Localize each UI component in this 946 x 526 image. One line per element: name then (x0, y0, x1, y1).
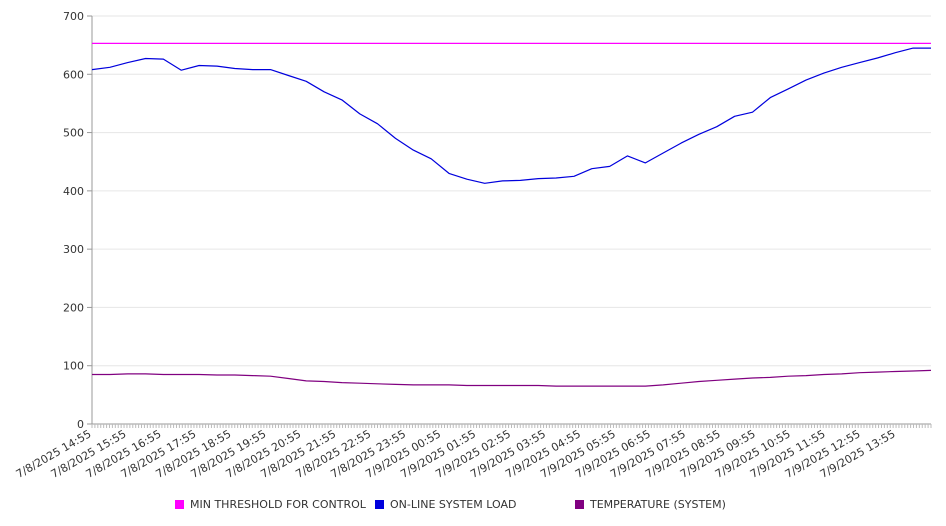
legend-item-system-load: ON-LINE SYSTEM LOAD (375, 498, 516, 511)
legend-swatch-min-threshold (175, 500, 184, 509)
series-lines (91, 42, 932, 387)
y-tick-label: 100 (63, 360, 84, 373)
y-tick-label: 200 (63, 301, 84, 314)
y-tick-label: 400 (63, 185, 84, 198)
legend-label-system-load: ON-LINE SYSTEM LOAD (390, 498, 517, 511)
y-tick-label: 600 (63, 68, 84, 81)
legend-label-min-threshold: MIN THRESHOLD FOR CONTROL (190, 498, 366, 511)
y-tick-label: 500 (63, 127, 84, 140)
grid-lines (92, 15, 931, 425)
legend-swatch-temperature (575, 500, 584, 509)
legend-label-temperature: TEMPERATURE (SYSTEM) (590, 498, 726, 511)
series-line-on-line-system-load (91, 47, 931, 184)
legend-item-temperature: TEMPERATURE (SYSTEM) (575, 498, 726, 511)
y-tick-label: 0 (77, 418, 84, 431)
legend-swatch-system-load (375, 500, 384, 509)
legend-item-min-threshold: MIN THRESHOLD FOR CONTROL (175, 498, 366, 511)
y-tick-label: 700 (63, 10, 84, 23)
series-line-temperature-system (92, 369, 932, 387)
chart-legend: MIN THRESHOLD FOR CONTROL ON-LINE SYSTEM… (0, 498, 946, 514)
y-tick-label: 300 (63, 243, 84, 256)
axes (87, 15, 932, 428)
